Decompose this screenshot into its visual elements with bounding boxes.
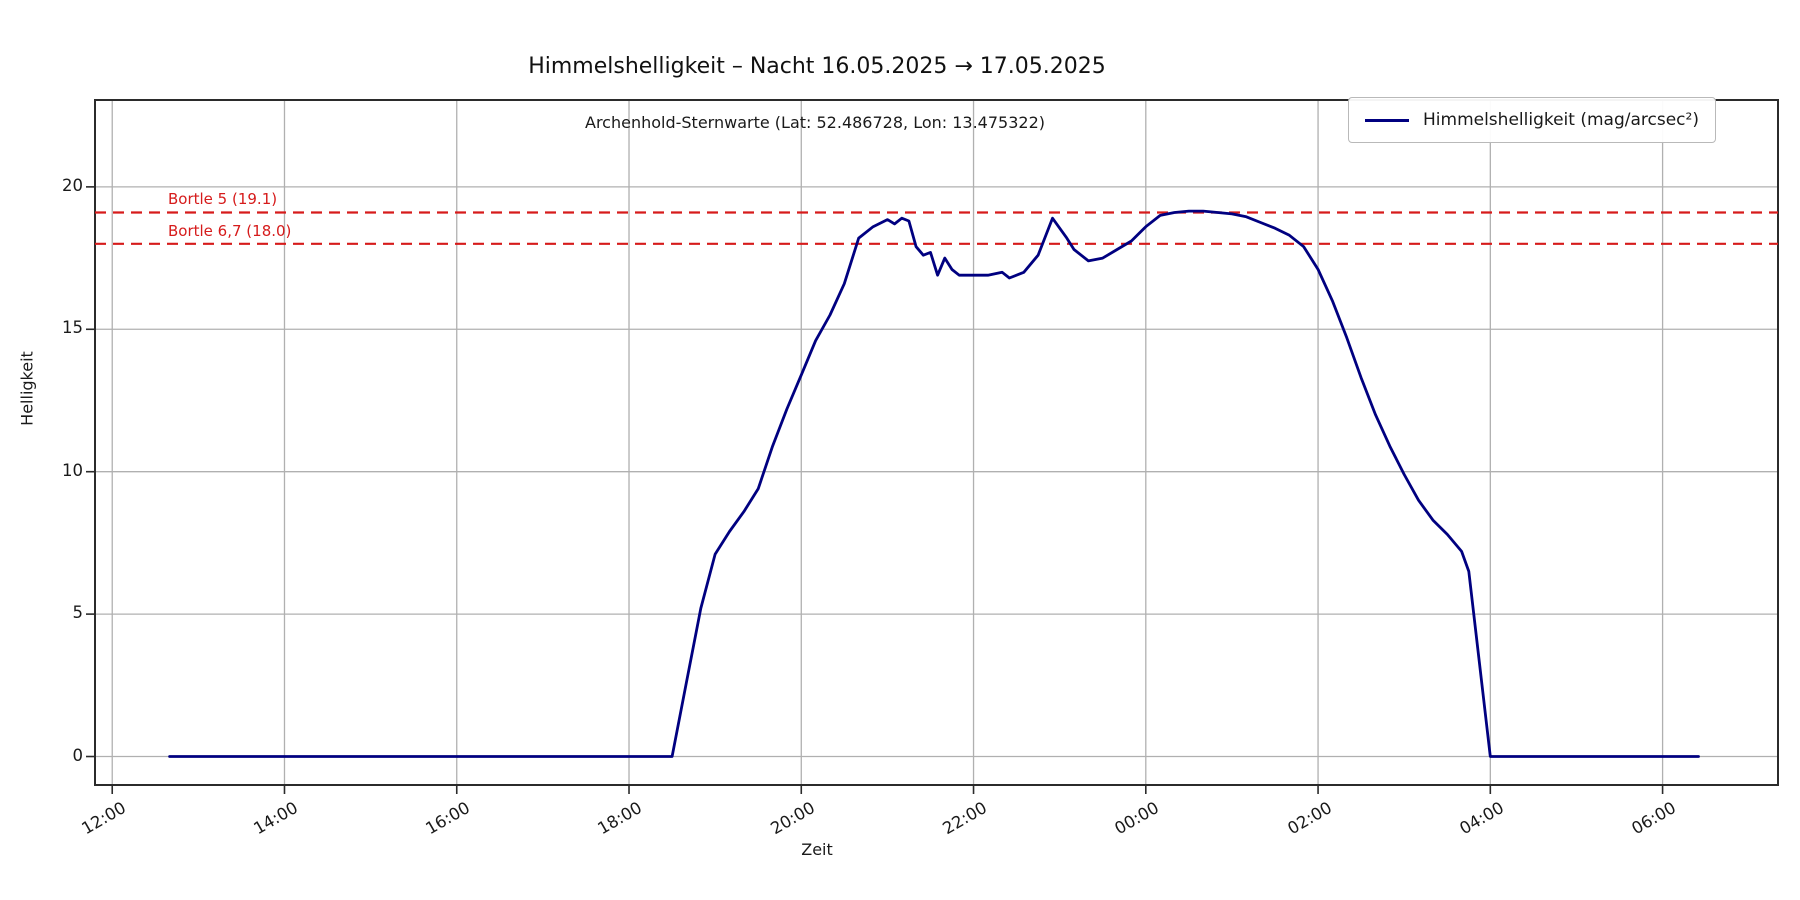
legend-line-sample — [1365, 118, 1409, 122]
chart-title: Himmelshelligkeit – Nacht 16.05.2025 → 1… — [528, 54, 1106, 79]
y-axis-label: Helligkeit — [17, 351, 37, 426]
y-tick-label: 10 — [62, 460, 83, 480]
y-tick-label: 0 — [72, 745, 84, 765]
brightness-curve — [168, 209, 1700, 758]
reference-label-bortle-5: Bortle 5 (19.1) — [168, 190, 278, 208]
legend-label: Himmelshelligkeit (mag/arcsec²) — [1423, 110, 1699, 130]
x-axis-label: Zeit — [801, 840, 833, 859]
y-tick-label: 5 — [72, 603, 84, 623]
reference-label-bortle-67: Bortle 6,7 (18.0) — [168, 222, 292, 240]
plot-border — [94, 99, 1779, 786]
legend: Himmelshelligkeit (mag/arcsec²) — [1348, 97, 1716, 143]
y-tick-label: 20 — [62, 175, 83, 195]
y-tick-label: 15 — [62, 318, 83, 338]
chart-subtitle: Archenhold-Sternwarte (Lat: 52.486728, L… — [585, 113, 1045, 132]
